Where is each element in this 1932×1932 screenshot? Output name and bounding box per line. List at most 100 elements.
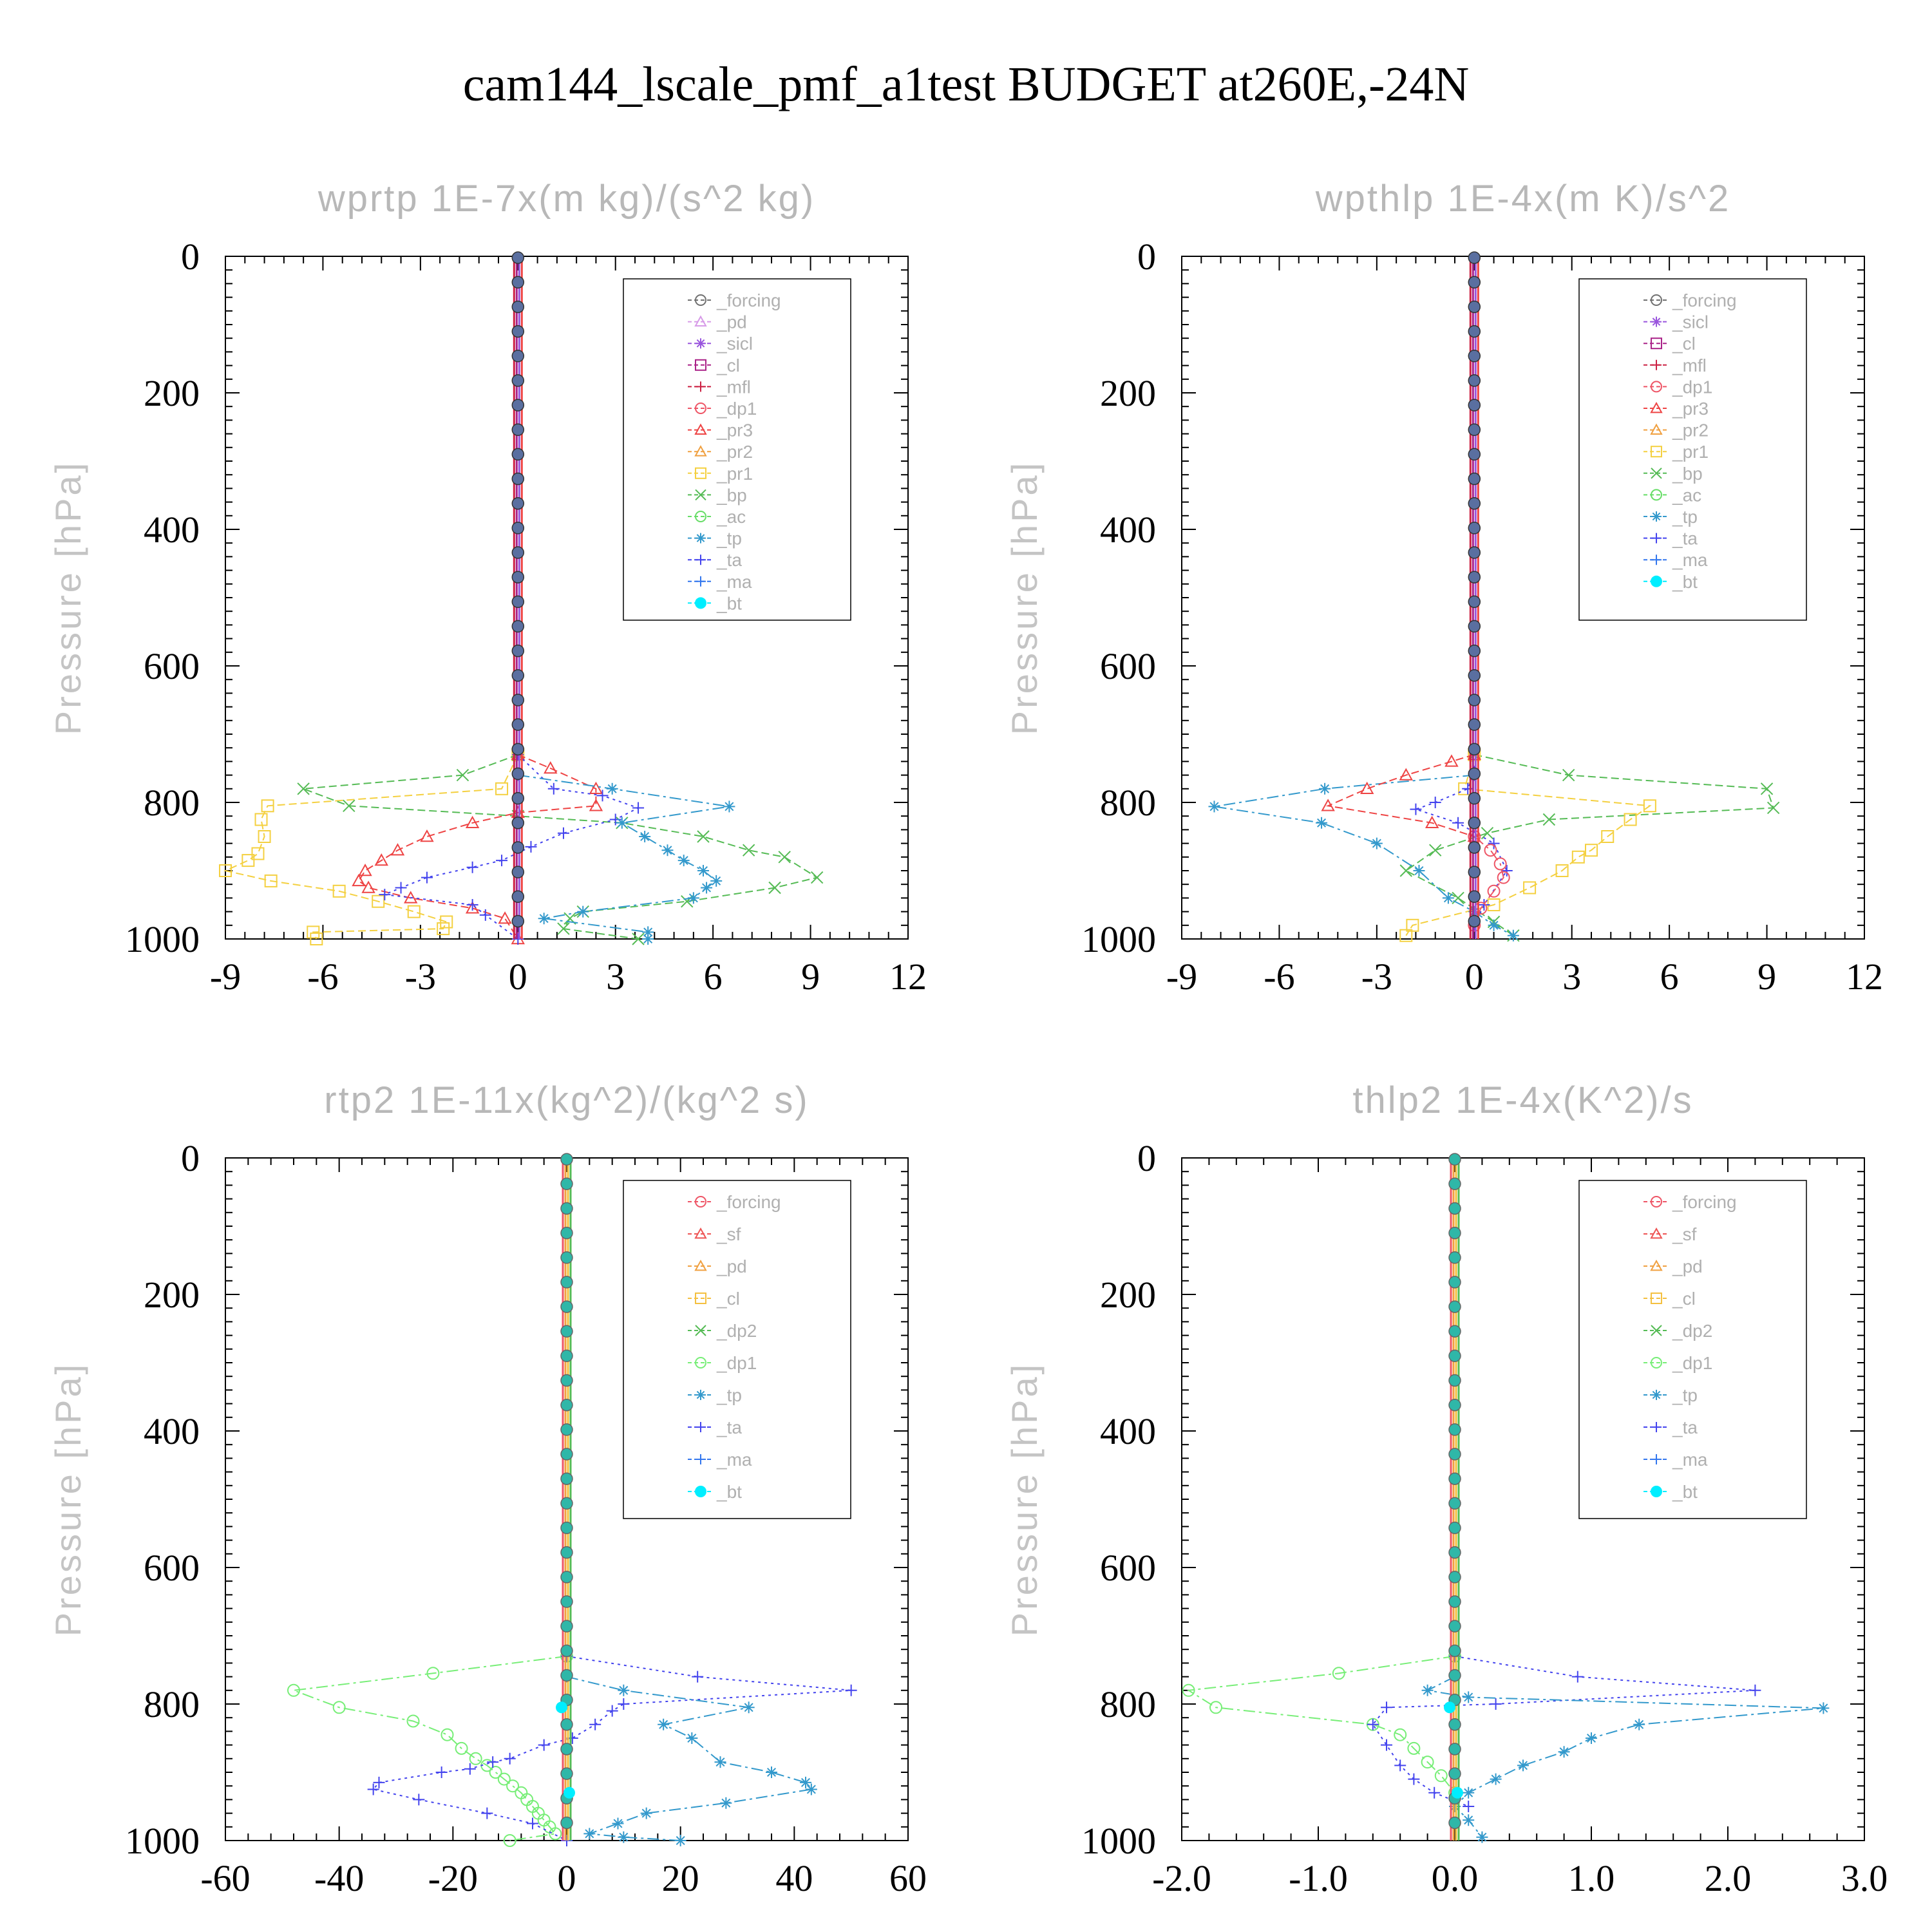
zero-marker bbox=[511, 276, 525, 289]
y-axis-label: Pressure [hPa] bbox=[48, 460, 88, 735]
y-tick-label: 400 bbox=[1100, 1410, 1156, 1452]
zero-marker bbox=[511, 472, 525, 486]
zero-marker bbox=[560, 1472, 573, 1485]
panel-title: thlp2 1E-4x(K^2)/s bbox=[1352, 1079, 1693, 1121]
zero-marker bbox=[1468, 325, 1481, 338]
zero-marker bbox=[1448, 1472, 1461, 1485]
legend-label: _dp2 bbox=[1672, 1321, 1712, 1341]
data-point bbox=[538, 1739, 550, 1751]
data-point bbox=[1507, 929, 1519, 942]
zero-marker bbox=[560, 1743, 573, 1756]
y-tick-label: 200 bbox=[144, 372, 200, 414]
legend-item: _dp2 bbox=[688, 1321, 757, 1341]
zero-marker bbox=[511, 791, 525, 805]
legend-label: _dp1 bbox=[716, 1353, 757, 1373]
data-point bbox=[1478, 899, 1490, 911]
legend-item: _bt bbox=[1643, 572, 1698, 592]
legend-label: _tp bbox=[716, 1385, 742, 1405]
y-tick-label: 1000 bbox=[125, 918, 200, 960]
y-axis-label: Pressure [hPa] bbox=[48, 1362, 88, 1636]
series-ta bbox=[379, 748, 645, 945]
x-tick-label: -3 bbox=[405, 956, 436, 998]
legend-item: _forcing bbox=[1643, 1192, 1737, 1212]
zero-marker bbox=[1468, 890, 1481, 904]
data-point bbox=[466, 899, 478, 911]
zero-marker bbox=[1448, 1497, 1461, 1510]
zero-marker bbox=[1468, 791, 1481, 805]
data-point bbox=[1208, 800, 1220, 813]
y-tick-label: 600 bbox=[1100, 1547, 1156, 1589]
data-point bbox=[426, 1667, 440, 1680]
chart-panel-2: -9 -6 -3 0 3 6 9 12 0 200 400 600 800 1000 wpthlp 1E-4… bbox=[1004, 178, 1883, 998]
data-point bbox=[258, 830, 271, 843]
zero-marker bbox=[511, 914, 525, 928]
data-point bbox=[407, 905, 421, 918]
data-point bbox=[845, 1684, 857, 1696]
series-tp bbox=[512, 769, 735, 945]
legend-item: _dp1 bbox=[1643, 377, 1712, 397]
legend-label: _cl bbox=[1672, 334, 1696, 354]
legend: _forcing _sf _pd _cl _dp2 _dp1 _tp _ta _ma _bt bbox=[1578, 1180, 1807, 1519]
data-point bbox=[768, 881, 781, 895]
y-tick-label: 800 bbox=[144, 782, 200, 824]
series-ta bbox=[1367, 1650, 1761, 1812]
data-point bbox=[701, 882, 713, 894]
data-point bbox=[632, 933, 645, 945]
legend-item: _forcing bbox=[688, 290, 781, 310]
series-dp1 bbox=[287, 1649, 573, 1847]
legend-label: _tp bbox=[1672, 1385, 1698, 1405]
data-point bbox=[1586, 1732, 1597, 1744]
data-point bbox=[1488, 837, 1500, 849]
data-point bbox=[1394, 1728, 1407, 1741]
data-point bbox=[1452, 891, 1464, 905]
zero-marker bbox=[511, 251, 525, 264]
zero-marker bbox=[1448, 1153, 1461, 1166]
legend-label: _sicl bbox=[716, 334, 753, 354]
legend-item: _bp bbox=[1643, 464, 1703, 484]
y-tick-label: 200 bbox=[144, 1274, 200, 1316]
series-dp1 bbox=[1182, 1649, 1461, 1799]
data-point bbox=[1452, 817, 1464, 829]
data-point bbox=[677, 855, 690, 867]
zero-marker bbox=[1468, 522, 1481, 535]
x-tick-label: -6 bbox=[307, 956, 338, 998]
y-tick-label: 400 bbox=[144, 1410, 200, 1452]
legend-label: _mfl bbox=[1672, 355, 1707, 375]
data-point bbox=[1399, 768, 1413, 781]
zero-marker bbox=[511, 767, 525, 781]
data-point bbox=[742, 844, 755, 857]
legend-label: _ma bbox=[716, 1450, 752, 1470]
figure-title: cam144_lscale_pmf_a1test BUDGET at260E,-… bbox=[462, 57, 1470, 111]
x-tick-label: 0 bbox=[509, 956, 527, 998]
zero-marker bbox=[511, 300, 525, 314]
zero-marker bbox=[511, 669, 525, 682]
legend-label: _bt bbox=[1672, 572, 1698, 592]
y-tick-label: 0 bbox=[181, 236, 200, 278]
data-point bbox=[589, 799, 603, 811]
data-point bbox=[1490, 1773, 1502, 1785]
legend-label: _pr2 bbox=[1672, 421, 1709, 440]
series-line bbox=[1405, 754, 1652, 936]
zero-marker bbox=[1468, 817, 1481, 829]
data-point bbox=[1542, 813, 1556, 826]
data-point bbox=[373, 1776, 385, 1788]
data-point bbox=[1449, 1801, 1461, 1812]
data-point bbox=[612, 1817, 624, 1830]
data-point bbox=[557, 922, 570, 935]
zero-marker bbox=[1448, 1423, 1461, 1436]
y-tick-label: 200 bbox=[1100, 372, 1156, 414]
legend-label: _pr2 bbox=[716, 442, 753, 462]
data-point bbox=[1633, 1718, 1645, 1730]
legend-item: _pr2 bbox=[688, 442, 753, 462]
data-point bbox=[498, 911, 512, 924]
zero-marker bbox=[511, 595, 525, 609]
zero-marker bbox=[560, 1153, 573, 1166]
data-point bbox=[1399, 864, 1412, 877]
zero-marker bbox=[560, 1398, 573, 1412]
zero-marker bbox=[1448, 1718, 1461, 1731]
zero-marker bbox=[1448, 1816, 1461, 1830]
legend-label: _ta bbox=[1672, 1417, 1698, 1437]
legend-item: _ma bbox=[688, 1450, 752, 1470]
legend-label: _dp2 bbox=[716, 1321, 757, 1341]
data-point bbox=[1428, 1786, 1441, 1799]
